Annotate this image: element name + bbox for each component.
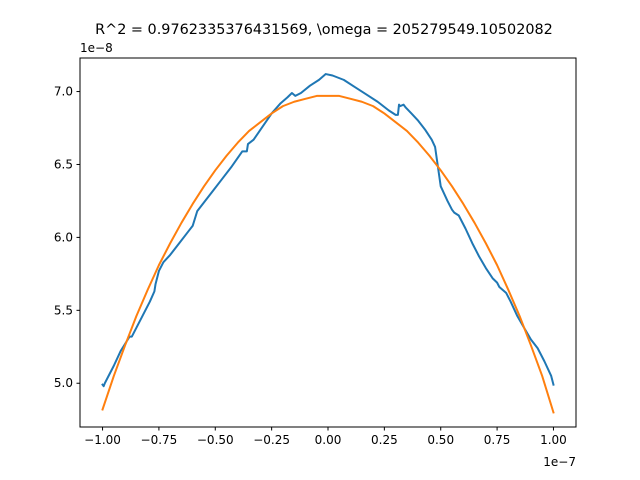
x-tick-label: −0.25 [253, 433, 290, 447]
chart-title: R^2 = 0.9762335376431569, \omega = 20527… [95, 22, 553, 38]
y-tick-label: 7.0 [54, 85, 73, 99]
x-tick-label: 0.50 [427, 433, 454, 447]
x-tick-label: −0.50 [197, 433, 234, 447]
plot-background [80, 58, 576, 427]
y-tick-label: 6.0 [54, 230, 73, 244]
series-line-1 [101, 73, 555, 388]
y-tick-label: 6.5 [54, 157, 73, 171]
x-tick-label: 1.00 [540, 433, 567, 447]
x-tick-label: 0.75 [484, 433, 511, 447]
x-axis: −1.00 −0.75 −0.50 −0.25 0.00 0.25 0.50 0.75 1.00 [84, 427, 567, 447]
x-tick-label: 0.00 [315, 433, 342, 447]
y-tick-label: 5.0 [54, 376, 73, 390]
y-axis: 5.0 5.5 6.0 6.5 7.0 [54, 85, 80, 390]
x-tick-label: 0.25 [371, 433, 398, 447]
x-tick-label: −1.00 [84, 433, 121, 447]
y-offset-label: 1e−8 [80, 41, 113, 55]
plot-area [79, 57, 577, 428]
y-tick-label: 5.5 [54, 303, 73, 317]
series-line-2 [101, 94, 555, 414]
x-offset-label: 1e−7 [543, 455, 576, 469]
x-tick-label: −0.75 [141, 433, 178, 447]
